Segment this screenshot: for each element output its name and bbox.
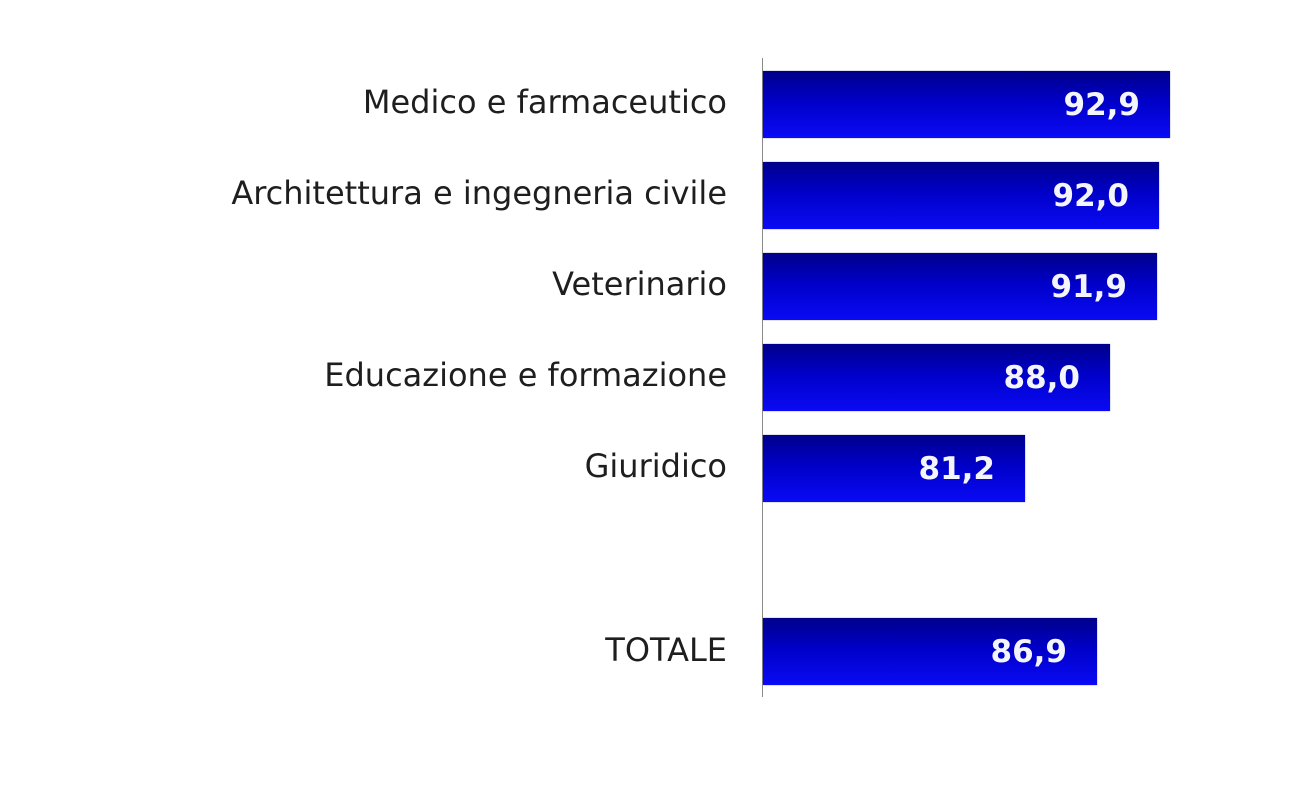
bar-value-label: 92,0 <box>1052 177 1130 214</box>
bar-value-label: 86,9 <box>990 633 1068 670</box>
bar-medico-e-farmaceutico: 92,9 <box>763 71 1170 138</box>
category-label: Veterinario <box>552 265 727 303</box>
bar-value-label: 92,9 <box>1063 86 1141 123</box>
bar-architettura-e-ingegneria-civile: 92,0 <box>763 162 1159 229</box>
category-label: Architettura e ingegneria civile <box>231 174 727 212</box>
bar-value-label: 88,0 <box>1003 359 1081 396</box>
bar-totale: 86,9 <box>763 618 1097 685</box>
category-label-total: TOTALE <box>605 631 727 669</box>
category-label: Giuridico <box>584 447 727 485</box>
category-label: Educazione e formazione <box>324 356 727 394</box>
bar-veterinario: 91,9 <box>763 253 1157 320</box>
bar-educazione-e-formazione: 88,0 <box>763 344 1110 411</box>
bar-value-label: 91,9 <box>1050 268 1128 305</box>
category-axis-line <box>762 58 763 697</box>
bar-value-label: 81,2 <box>918 450 996 487</box>
bar-giuridico: 81,2 <box>763 435 1025 502</box>
category-label: Medico e farmaceutico <box>362 83 727 121</box>
